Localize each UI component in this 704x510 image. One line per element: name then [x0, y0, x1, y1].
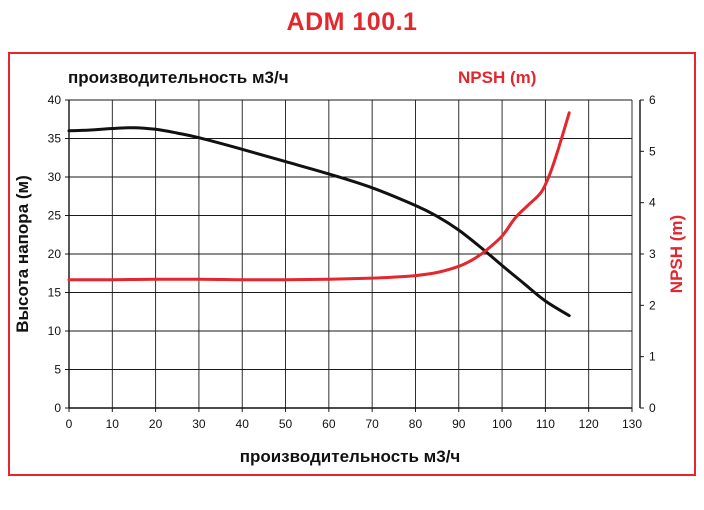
y-tick-label: 25 — [48, 209, 62, 223]
x-tick-label: 80 — [409, 417, 423, 431]
x-tick-label: 70 — [365, 417, 379, 431]
y-tick-label: 30 — [48, 170, 62, 184]
axes — [65, 99, 644, 412]
y-axis-label: Высота напора (м) — [13, 175, 32, 333]
npsh-series-line — [67, 111, 571, 282]
y2-tick-label: 5 — [649, 144, 656, 158]
y2-axis-label: NPSH (m) — [667, 215, 686, 293]
x-axis-label: производительность м3/ч — [240, 447, 461, 466]
y-tick-label: 35 — [48, 132, 62, 146]
x-tick-label: 110 — [536, 417, 555, 431]
y-tick-label: 20 — [48, 247, 62, 261]
x-tick-label: 40 — [236, 417, 250, 431]
y2-tick-label: 4 — [649, 196, 656, 210]
x-tick-label: 60 — [322, 417, 336, 431]
top-right-label: NPSH (m) — [458, 68, 536, 87]
y-tick-label: 40 — [48, 93, 62, 107]
y2-tick-label: 1 — [649, 350, 656, 364]
y-tick-label: 15 — [48, 286, 62, 300]
top-left-label: производительность м3/ч — [68, 68, 289, 87]
y2-tick-label: 2 — [649, 298, 656, 312]
y2-tick-label: 6 — [649, 93, 656, 107]
y-tick-label: 10 — [48, 324, 62, 338]
chart-title: ADM 100.1 — [286, 8, 418, 36]
x-tick-label: 130 — [622, 417, 642, 431]
head-series-line — [67, 126, 571, 318]
grid-lines — [68, 99, 633, 409]
x-tick-label: 30 — [192, 417, 206, 431]
x-tick-label: 0 — [66, 417, 73, 431]
tick-labels: 0 10 20 30 40 50 60 70 80 90 100 110 120 130051015202… — [48, 93, 656, 431]
x-tick-label: 100 — [492, 417, 512, 431]
y-tick-label: 0 — [54, 401, 61, 415]
x-tick-label: 50 — [279, 417, 293, 431]
x-tick-label: 120 — [579, 417, 599, 431]
y2-tick-label: 3 — [649, 247, 656, 261]
y-tick-label: 5 — [54, 363, 61, 377]
x-tick-label: 20 — [149, 417, 163, 431]
series-group — [67, 111, 571, 318]
x-tick-label: 10 — [106, 417, 120, 431]
chart-frame — [8, 52, 696, 476]
x-tick-label: 90 — [452, 417, 466, 431]
y2-tick-label: 0 — [649, 401, 656, 415]
